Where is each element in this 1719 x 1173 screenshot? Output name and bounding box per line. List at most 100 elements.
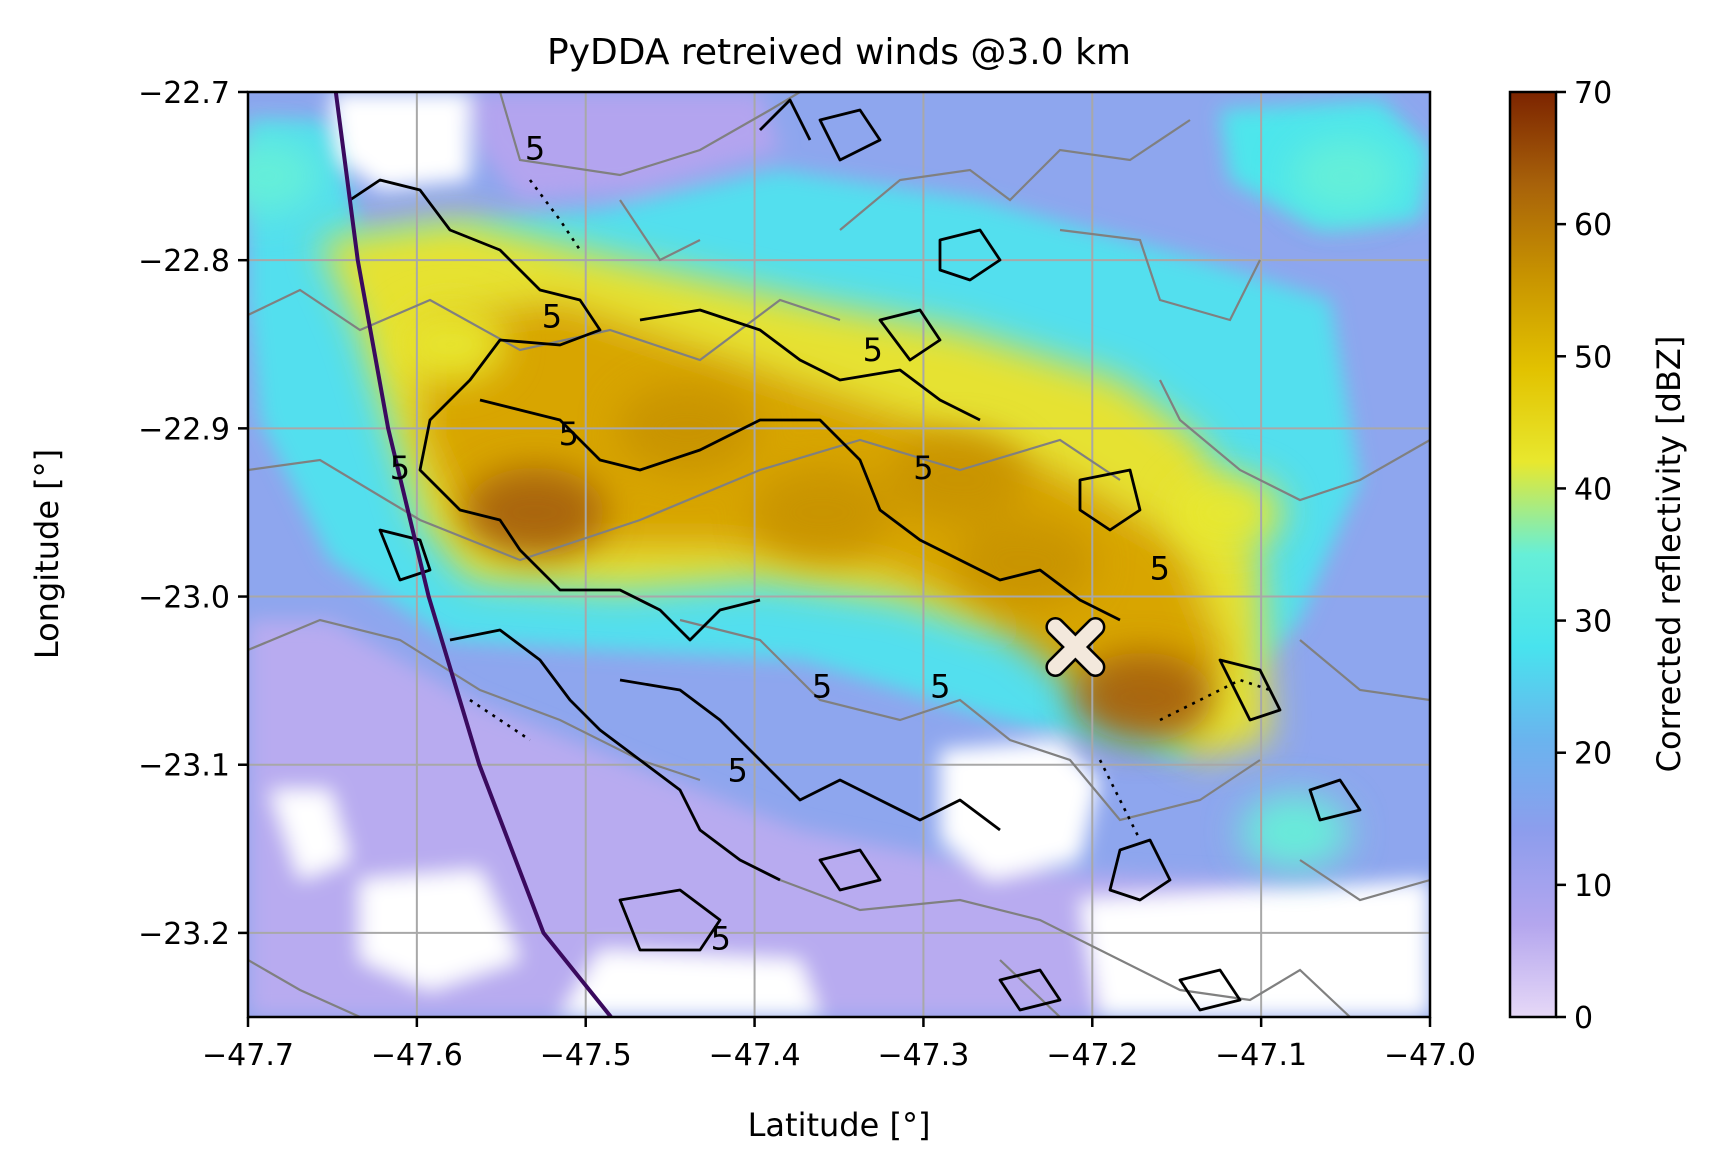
boundary-line bbox=[248, 959, 361, 1017]
reflectivity-cell bbox=[248, 138, 320, 215]
radar-location-marker bbox=[1045, 617, 1106, 677]
contour-label: 5 bbox=[559, 415, 579, 453]
reflectivity-cell bbox=[465, 467, 606, 558]
boundary-line bbox=[248, 288, 841, 362]
contour-line bbox=[818, 848, 882, 892]
y-tick-label: −23.2 bbox=[138, 917, 230, 952]
x-tick-label: −47.3 bbox=[877, 1038, 969, 1073]
no-echo-region bbox=[940, 740, 1100, 880]
contour-line bbox=[349, 178, 761, 642]
contour-label: 5 bbox=[542, 297, 562, 335]
grid-lines bbox=[248, 92, 1430, 1017]
no-echo-region bbox=[560, 950, 820, 1017]
y-tick-label: −22.8 bbox=[138, 244, 230, 279]
boundary-line bbox=[1159, 379, 1430, 502]
x-tick-label: −47.7 bbox=[202, 1038, 294, 1073]
reflectivity-cell bbox=[1072, 652, 1213, 743]
colorbar-label: Corrected reflectivity [dBZ] bbox=[1650, 336, 1688, 773]
plot-frame bbox=[246, 90, 1432, 1019]
no-echo-region bbox=[270, 790, 350, 880]
x-axis-label: Latitude [°] bbox=[748, 1106, 931, 1144]
reflectivity-cell bbox=[752, 467, 893, 558]
radar-marker-cross bbox=[1047, 619, 1103, 675]
contour-line bbox=[1078, 468, 1142, 532]
x-tick-label: −47.2 bbox=[1046, 1038, 1138, 1073]
boundary-line bbox=[1059, 228, 1261, 322]
contour-line bbox=[449, 628, 781, 882]
plot-area: 5 5 5 5 5 5 5 5 5 5 5 bbox=[248, 92, 1430, 1017]
y-tick-label: −22.7 bbox=[138, 76, 230, 111]
wind-contours bbox=[349, 98, 1362, 1012]
colorbar-tick-label: 20 bbox=[1574, 737, 1612, 772]
contour-line bbox=[639, 308, 981, 422]
radar-range-ring bbox=[333, 92, 613, 1017]
contour-label: 5 bbox=[728, 752, 748, 790]
boundary-line bbox=[999, 959, 1061, 1017]
x-tick-label: −47.0 bbox=[1384, 1038, 1476, 1073]
contour-line bbox=[479, 398, 1121, 622]
contour-label: 5 bbox=[812, 667, 832, 705]
colorbar: 0 10 20 30 40 50 60 70 Corrected reflectivity [… bbox=[1508, 76, 1688, 1036]
contour-label: 5 bbox=[390, 449, 410, 487]
colorbar-tick-label: 0 bbox=[1574, 1001, 1593, 1036]
boundary-line bbox=[619, 199, 701, 262]
contour-line bbox=[818, 108, 882, 162]
contour-label: 5 bbox=[711, 920, 731, 958]
contour-line bbox=[1178, 968, 1242, 1012]
x-tick-label: −47.4 bbox=[709, 1038, 801, 1073]
map-boundaries bbox=[248, 92, 1430, 1017]
x-tick-label: −47.5 bbox=[540, 1038, 632, 1073]
x-tick-label: −47.6 bbox=[371, 1038, 463, 1073]
reflectivity-cell bbox=[395, 306, 506, 383]
colorbar-tick-label: 30 bbox=[1574, 605, 1612, 640]
boundary-line bbox=[498, 92, 801, 177]
contour-line bbox=[759, 98, 812, 141]
contour-label: 5 bbox=[1150, 550, 1170, 588]
x-axis-ticks: −47.7 −47.6 −47.5 −47.4 −47.3 −47.2 −47.1 −47.0 bbox=[202, 1017, 1476, 1073]
contour-label: 5 bbox=[525, 129, 545, 167]
boundary-line bbox=[248, 438, 1121, 562]
colorbar-tick-label: 50 bbox=[1574, 340, 1612, 375]
contour-line bbox=[938, 228, 1002, 282]
wind-contours-dotted bbox=[469, 179, 1271, 841]
contour-label: 5 bbox=[913, 449, 933, 487]
light-echo-region-north bbox=[470, 92, 780, 200]
x-tick-label: −47.1 bbox=[1215, 1038, 1307, 1073]
contour-labels: 5 5 5 5 5 5 5 5 5 5 5 bbox=[390, 129, 1170, 957]
contour-line bbox=[619, 678, 1001, 832]
no-echo-region bbox=[360, 870, 520, 990]
y-tick-label: −23.0 bbox=[138, 581, 230, 616]
contour-line bbox=[878, 308, 942, 362]
y-tick-label: −23.1 bbox=[138, 749, 230, 784]
contour-line bbox=[618, 888, 722, 952]
no-echo-region bbox=[330, 92, 470, 190]
boundary-line bbox=[679, 618, 1261, 822]
y-axis-ticks: −22.7 −22.8 −22.9 −23.0 −23.1 −23.2 bbox=[138, 76, 248, 952]
contour-label: 5 bbox=[930, 667, 950, 705]
colorbar-tick-label: 40 bbox=[1574, 472, 1612, 507]
contour-line bbox=[1308, 778, 1362, 822]
boundary-line bbox=[1299, 859, 1430, 902]
colorbar-ticks: 0 10 20 30 40 50 60 70 bbox=[1556, 76, 1612, 1036]
reflectivity-cell bbox=[1172, 474, 1283, 551]
dotted-contour bbox=[469, 698, 531, 742]
contour-line bbox=[998, 968, 1062, 1012]
contour-line bbox=[378, 528, 432, 582]
contour-line bbox=[1108, 838, 1172, 902]
chart-title: PyDDA retreived winds @3.0 km bbox=[547, 32, 1131, 73]
boundary-line bbox=[1299, 639, 1430, 702]
reflectivity-cell bbox=[887, 433, 1028, 524]
reflectivity-cell bbox=[1239, 794, 1350, 870]
colorbar-tick-label: 10 bbox=[1574, 869, 1612, 904]
dotted-contour bbox=[1098, 759, 1142, 841]
contour-label: 5 bbox=[863, 331, 883, 369]
boundary-line bbox=[779, 878, 1351, 1017]
dotted-contour bbox=[528, 179, 582, 251]
contour-line bbox=[1218, 658, 1282, 722]
colorbar-tick-label: 70 bbox=[1574, 76, 1612, 111]
colorbar-gradient bbox=[1508, 90, 1558, 1019]
y-axis-label: Longitude [°] bbox=[28, 449, 66, 659]
boundary-line bbox=[839, 119, 1191, 231]
colorbar-tick-label: 60 bbox=[1574, 208, 1612, 243]
